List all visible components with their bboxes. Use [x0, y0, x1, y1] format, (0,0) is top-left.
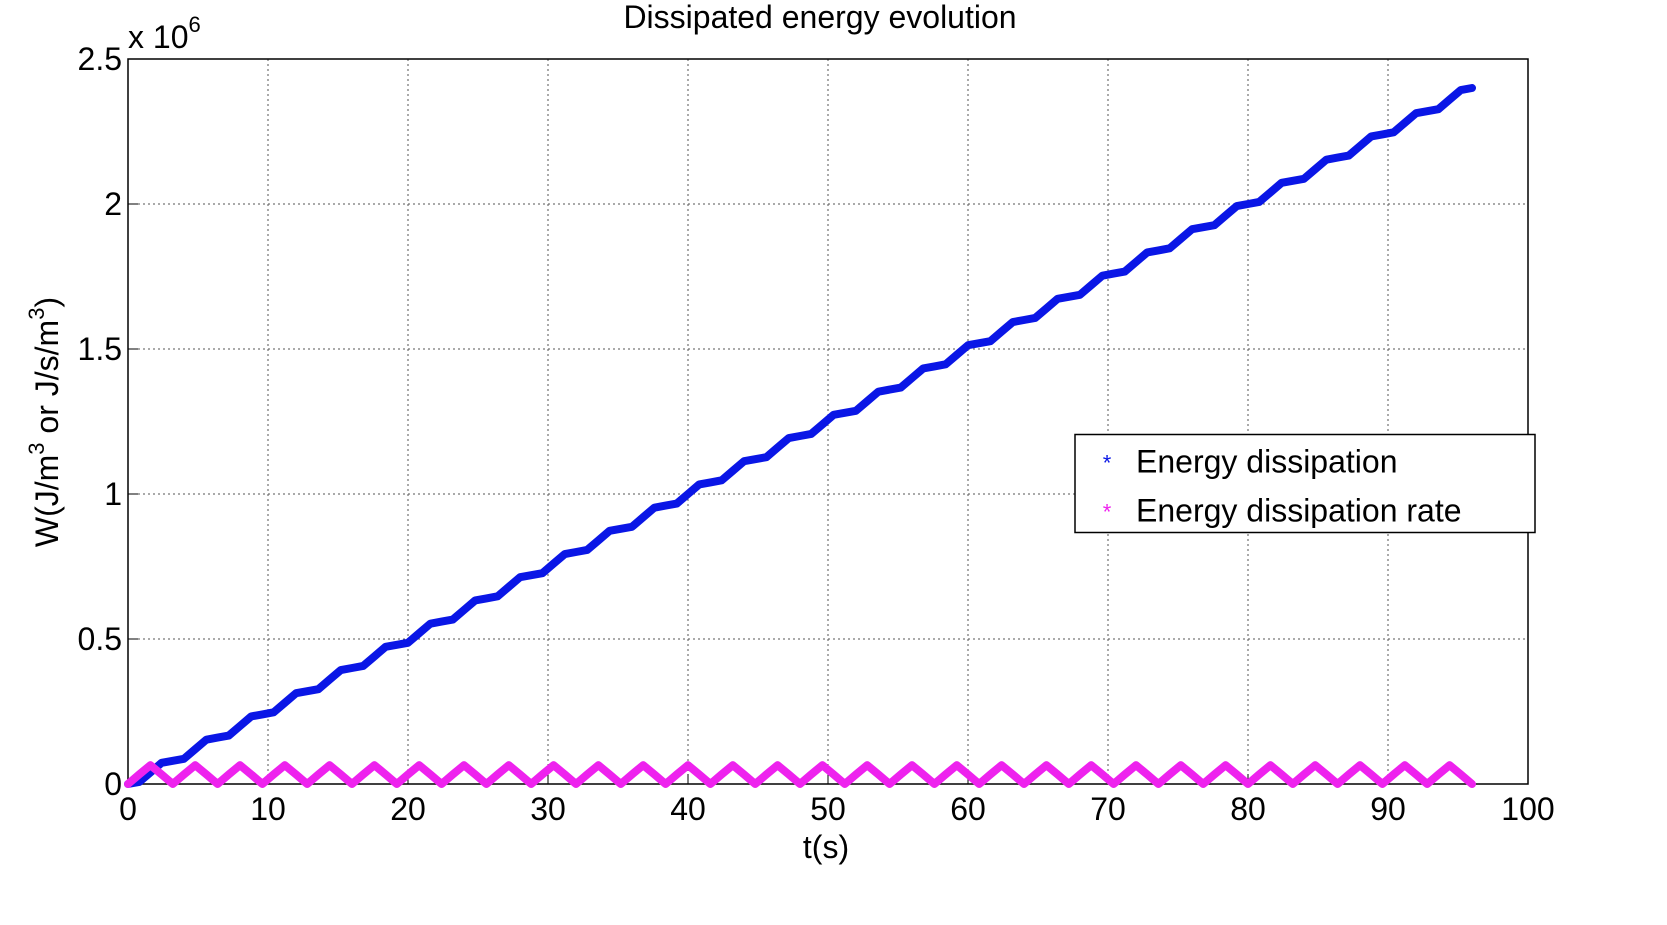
- y-tick-label: 1.5: [78, 331, 122, 367]
- y-tick-label: 0.5: [78, 621, 122, 657]
- series-line: [124, 761, 1476, 788]
- y-tick-label: 0: [104, 766, 122, 802]
- x-tick-label: 20: [390, 791, 426, 827]
- y-multiplier-base: x 10: [128, 19, 188, 55]
- y-tick-label: 2: [104, 186, 122, 222]
- legend-marker: *: [1103, 451, 1112, 476]
- chart-title: Dissipated energy evolution: [623, 0, 1016, 35]
- y-label-sup: 3: [24, 442, 49, 454]
- legend: * Energy dissipation * Energy dissipation r…: [1074, 433, 1536, 534]
- x-tick-label: 50: [810, 791, 846, 827]
- y-tick-label: 1: [104, 476, 122, 512]
- legend-label: Energy dissipation rate: [1136, 493, 1462, 529]
- x-tick-label: 40: [670, 791, 706, 827]
- y-label-part: or J/s/m: [29, 320, 65, 443]
- x-tick-label: 10: [250, 791, 286, 827]
- y-label-sup: 3: [24, 308, 49, 320]
- y-label-part: ): [29, 297, 65, 308]
- legend-marker: *: [1103, 500, 1112, 525]
- plot-frame: [127, 58, 1529, 785]
- x-tick-label: 0: [119, 791, 137, 827]
- y-multiplier: x 106: [128, 12, 201, 55]
- y-axis-label: W(J/m3 or J/s/m3): [24, 297, 65, 547]
- x-tick-label: 90: [1370, 791, 1406, 827]
- x-tick-label: 80: [1230, 791, 1266, 827]
- legend-label: Energy dissipation: [1136, 444, 1397, 480]
- x-tick-label: 30: [530, 791, 566, 827]
- y-label-part: W(J/m: [29, 455, 65, 547]
- y-tick-label: 2.5: [78, 41, 122, 77]
- x-tick-label: 70: [1090, 791, 1126, 827]
- series-line: [124, 84, 1476, 788]
- x-tick-label: 60: [950, 791, 986, 827]
- x-axis-label: t(s): [803, 829, 849, 865]
- legend-box: [1074, 433, 1536, 534]
- y-multiplier-exp: 6: [188, 12, 200, 37]
- x-tick-label: 100: [1501, 791, 1554, 827]
